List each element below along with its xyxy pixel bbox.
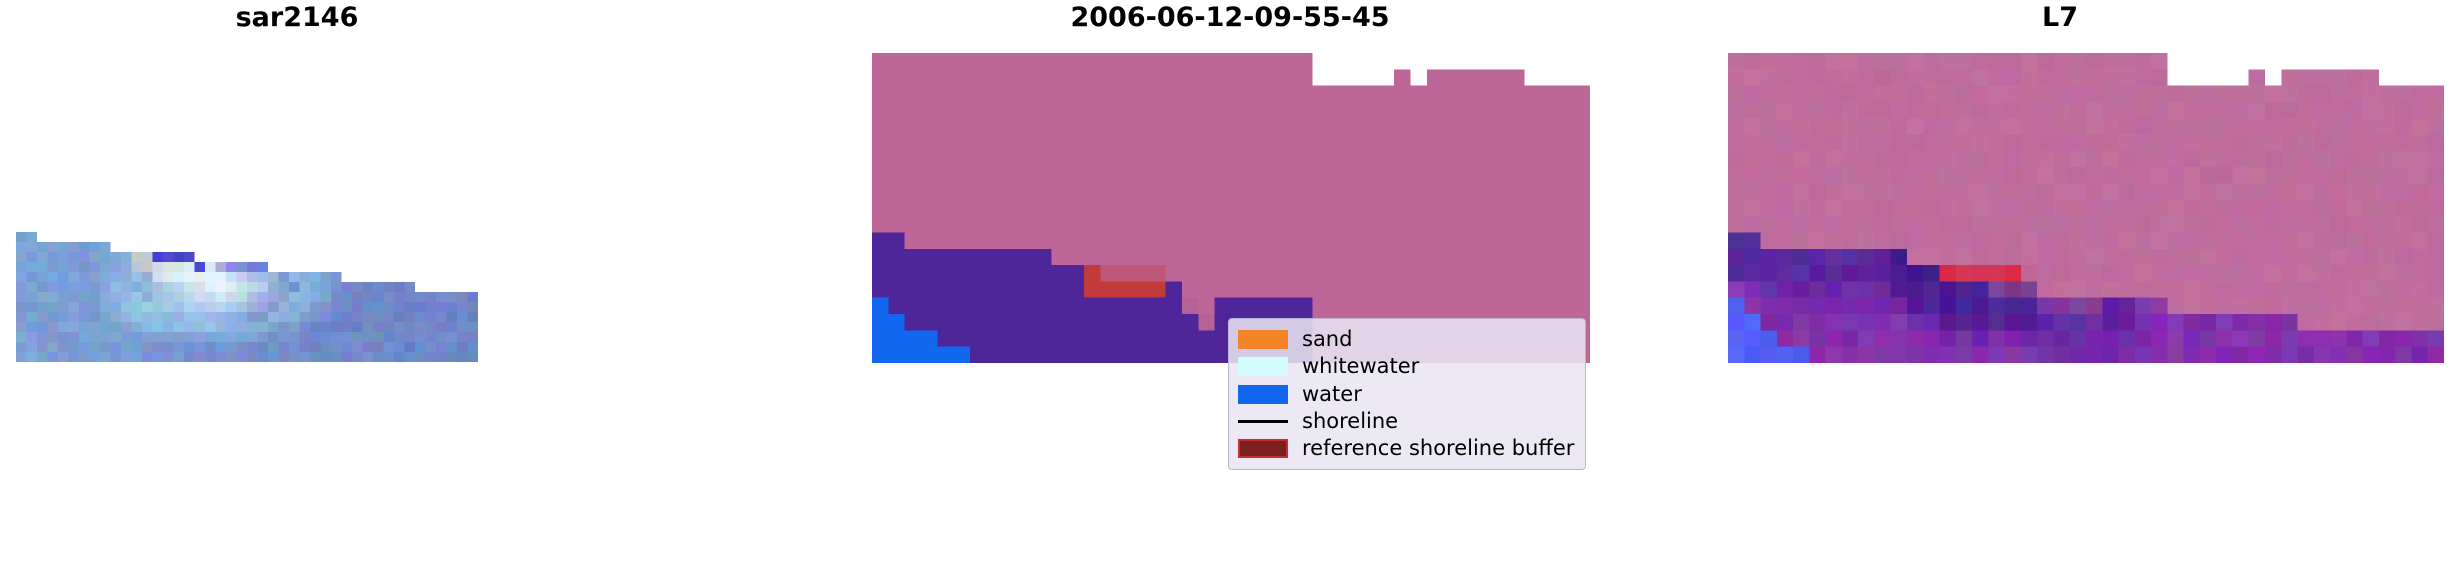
panel-title-sar2146: sar2146 xyxy=(235,2,359,33)
image-l7 xyxy=(1728,53,2444,363)
legend-label-sand: sand xyxy=(1302,327,1353,352)
legend-label-shoreline: shoreline xyxy=(1302,408,1399,433)
legend-swatch-shoreline xyxy=(1238,412,1288,431)
legend-item-water: water xyxy=(1238,380,1575,407)
legend-item-whitewater: whitewater xyxy=(1238,353,1575,380)
panel-classified: 2006-06-12-09-55-45 xyxy=(810,0,1650,579)
legend-swatch-sand xyxy=(1238,330,1288,350)
image-sar2146 xyxy=(16,232,478,362)
panel-title-classified: 2006-06-12-09-55-45 xyxy=(1070,2,1390,33)
legend-swatch-reference-shoreline-buffer xyxy=(1238,438,1288,458)
legend-swatch-whitewater xyxy=(1238,357,1288,377)
legend-item-sand: sand xyxy=(1238,326,1575,353)
image-classified xyxy=(872,53,1590,363)
legend-label-water: water xyxy=(1302,381,1362,406)
legend-label-reference-shoreline-buffer: reference shoreline buffer xyxy=(1302,435,1575,460)
panel-sar2146: sar2146 xyxy=(0,0,594,579)
legend-item-shoreline: shoreline xyxy=(1238,408,1575,435)
legend: sand whitewater water shoreline referenc… xyxy=(1228,318,1586,470)
legend-item-reference-shoreline-buffer: reference shoreline buffer xyxy=(1238,435,1575,462)
legend-swatch-water xyxy=(1238,384,1288,404)
panel-title-l7: L7 xyxy=(2042,2,2078,33)
legend-label-whitewater: whitewater xyxy=(1302,354,1420,379)
panel-l7: L7 xyxy=(1660,0,2460,579)
